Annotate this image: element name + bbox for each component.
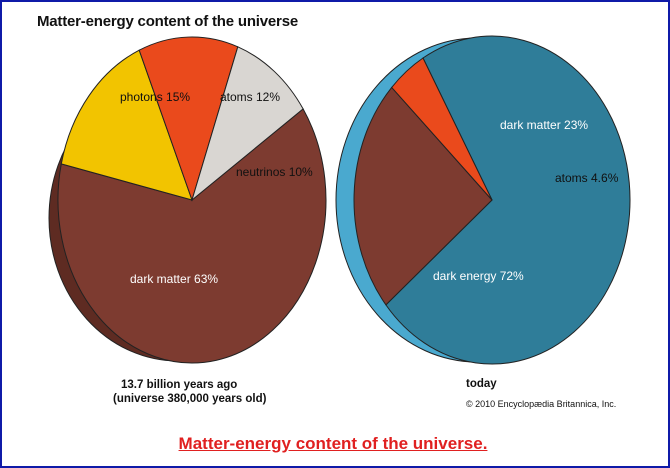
pie-slice	[57, 108, 327, 364]
pie-chart-today: dark energy 72% dark matter 23% atoms 4.6%	[335, 35, 631, 365]
footer-caption[interactable]: Matter-energy content of the universe.	[178, 434, 488, 453]
pie-slice-label: atoms 4.6%	[555, 171, 619, 185]
figure-title: Matter-energy content of the universe	[37, 13, 298, 30]
pie-slice-label: photons 15%	[120, 90, 190, 104]
pie-slice-label: dark energy 72%	[433, 269, 524, 283]
pie-chart-past: dark matter 63% photons 15% atoms 12% neutr…	[48, 36, 327, 364]
pie-slice-label: dark matter 63%	[130, 272, 218, 286]
caption-past-line2: (universe 380,000 years old)	[113, 393, 267, 405]
pie-slice	[353, 86, 493, 306]
pie-slice	[138, 36, 239, 202]
copyright-notice: © 2010 Encyclopædia Britannica, Inc.	[466, 399, 617, 409]
pie-slice	[391, 57, 493, 201]
caption-past-line1: 13.7 billion years ago	[121, 379, 238, 391]
pie-slice	[60, 49, 193, 201]
pie-slice	[191, 46, 304, 202]
caption-today: today	[466, 378, 497, 390]
pie-slice	[385, 35, 631, 365]
caption-past: 13.7 billion years ago (universe 380,000…	[113, 378, 293, 406]
pie-slice-label: dark matter 23%	[500, 118, 588, 132]
pie-slice-label: atoms 12%	[220, 90, 280, 104]
pie-slice-label: neutrinos 10%	[236, 165, 313, 179]
